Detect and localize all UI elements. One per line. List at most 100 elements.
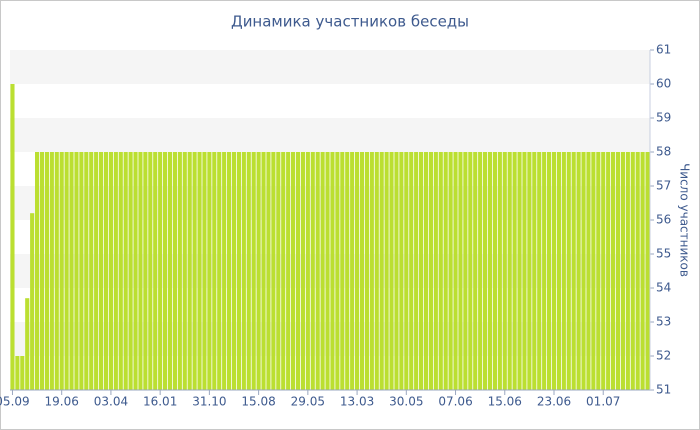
bar bbox=[39, 152, 45, 390]
x-tick-label: 15.06 bbox=[488, 395, 522, 409]
x-tick-label: 05.09 bbox=[0, 395, 30, 409]
bar bbox=[94, 152, 99, 390]
bar bbox=[212, 152, 217, 390]
bar bbox=[517, 152, 522, 390]
bar bbox=[630, 152, 635, 390]
bar bbox=[502, 152, 507, 390]
bar bbox=[364, 152, 369, 390]
y-tick-label: 61 bbox=[656, 43, 671, 57]
bar bbox=[340, 152, 345, 390]
bar bbox=[591, 152, 596, 390]
x-tick-label: 15.08 bbox=[241, 395, 275, 409]
x-tick-label: 31.10 bbox=[192, 395, 226, 409]
chart-title: Динамика участников беседы bbox=[231, 13, 469, 31]
bar bbox=[606, 152, 611, 390]
bar bbox=[507, 152, 512, 390]
bar bbox=[25, 298, 30, 390]
bar bbox=[44, 152, 49, 390]
bar bbox=[99, 152, 104, 390]
bar bbox=[163, 152, 168, 390]
x-tick-label: 16.01 bbox=[143, 395, 177, 409]
bar bbox=[15, 356, 20, 390]
bar bbox=[148, 152, 153, 390]
bar bbox=[551, 152, 557, 390]
bar bbox=[251, 152, 256, 390]
bar bbox=[359, 152, 365, 390]
bar bbox=[325, 152, 330, 390]
bar bbox=[320, 152, 325, 390]
bar bbox=[596, 152, 601, 390]
bar bbox=[556, 152, 561, 390]
bar bbox=[394, 152, 399, 390]
bar bbox=[419, 152, 424, 390]
bar bbox=[143, 152, 148, 390]
bar bbox=[133, 152, 138, 390]
bar bbox=[291, 152, 296, 390]
bar bbox=[586, 152, 591, 390]
bar bbox=[527, 152, 532, 390]
bar bbox=[389, 152, 394, 390]
bar bbox=[256, 152, 261, 390]
bar bbox=[187, 152, 192, 390]
bar bbox=[138, 152, 143, 390]
bar bbox=[611, 152, 616, 390]
bar bbox=[113, 152, 118, 390]
bar bbox=[281, 152, 286, 390]
bar bbox=[478, 152, 483, 390]
y-tick-label: 60 bbox=[656, 77, 671, 91]
bar bbox=[295, 152, 301, 390]
bar bbox=[625, 152, 630, 390]
y-tick-label: 57 bbox=[656, 179, 671, 193]
bar bbox=[601, 152, 606, 390]
bar bbox=[182, 152, 187, 390]
bar bbox=[310, 152, 315, 390]
bar bbox=[300, 152, 305, 390]
bar bbox=[615, 152, 621, 390]
x-tick-label: 03.04 bbox=[94, 395, 128, 409]
bar bbox=[241, 152, 246, 390]
bar bbox=[409, 152, 414, 390]
bar bbox=[89, 152, 94, 390]
bar bbox=[10, 84, 15, 390]
bar bbox=[369, 152, 374, 390]
bar bbox=[202, 152, 207, 390]
bar bbox=[315, 152, 320, 390]
bar bbox=[640, 152, 645, 390]
y-tick-label: 55 bbox=[656, 247, 671, 261]
bar bbox=[172, 152, 177, 390]
bar bbox=[236, 152, 241, 390]
x-tick-label: 29.05 bbox=[291, 395, 325, 409]
bar bbox=[542, 152, 547, 390]
bar bbox=[79, 152, 84, 390]
bar bbox=[433, 152, 438, 390]
bar bbox=[217, 152, 222, 390]
bar bbox=[473, 152, 478, 390]
bar bbox=[30, 213, 35, 390]
bar bbox=[103, 152, 109, 390]
grid-band bbox=[10, 118, 650, 152]
y-axis-title: Число участников bbox=[678, 163, 692, 277]
bar bbox=[571, 152, 576, 390]
bar bbox=[222, 152, 227, 390]
bar bbox=[635, 152, 640, 390]
bar bbox=[64, 152, 69, 390]
bar bbox=[468, 152, 473, 390]
bar bbox=[404, 152, 409, 390]
bar bbox=[123, 152, 128, 390]
bar bbox=[271, 152, 276, 390]
bar bbox=[118, 152, 123, 390]
bar bbox=[69, 152, 74, 390]
bar bbox=[177, 152, 182, 390]
bar bbox=[384, 152, 389, 390]
bar bbox=[374, 152, 379, 390]
bar bbox=[261, 152, 266, 390]
bar bbox=[108, 152, 113, 390]
bar bbox=[423, 152, 429, 390]
y-tick-label: 52 bbox=[656, 349, 671, 363]
bar bbox=[492, 152, 497, 390]
bar bbox=[463, 152, 468, 390]
x-tick-label: 19.06 bbox=[45, 395, 79, 409]
bar bbox=[49, 152, 54, 390]
bar bbox=[428, 152, 433, 390]
